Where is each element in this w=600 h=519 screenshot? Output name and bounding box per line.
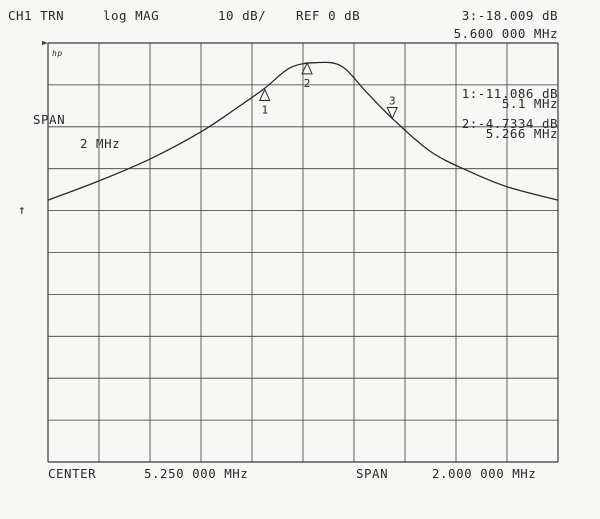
span-label: SPAN — [356, 466, 389, 481]
marker-2-frequency: 5.266 MHz — [485, 126, 558, 141]
reference-marker-icon — [42, 41, 48, 45]
reference-label: REF 0 dB — [296, 8, 361, 23]
marker-1-value: 1:-11.086 dB — [461, 86, 558, 101]
marker-2-label: 2 — [304, 77, 311, 90]
marker-3-icon — [386, 106, 399, 120]
channel-label: CH1 TRN — [8, 8, 65, 23]
marker-1-icon — [258, 88, 271, 101]
center-label: CENTER — [48, 466, 97, 481]
marker-3-label: 3 — [389, 94, 396, 107]
active-marker-value: 3:-18.009 dB — [461, 8, 558, 23]
trace-line-0 — [47, 61, 559, 201]
reference-position-arrow: ↑ — [18, 202, 27, 217]
format-label: log MAG — [103, 8, 160, 23]
span-side-value: 2 MHz — [80, 136, 121, 151]
marker-2-icon — [301, 61, 313, 75]
span-side-label: SPAN — [33, 112, 66, 127]
active-marker-frequency: 5.600 000 MHz — [453, 26, 558, 41]
scale-label: 10 dB/ — [218, 8, 267, 23]
marker-2-value: 2:-4.7334 dB — [461, 116, 558, 131]
marker-1-label: 1 — [261, 103, 268, 116]
hp-logo: hp — [52, 49, 63, 58]
span-frequency: 2.000 000 MHz — [432, 466, 537, 481]
marker-1-frequency: 5.1 MHz — [501, 96, 558, 111]
center-frequency: 5.250 000 MHz — [144, 466, 249, 481]
